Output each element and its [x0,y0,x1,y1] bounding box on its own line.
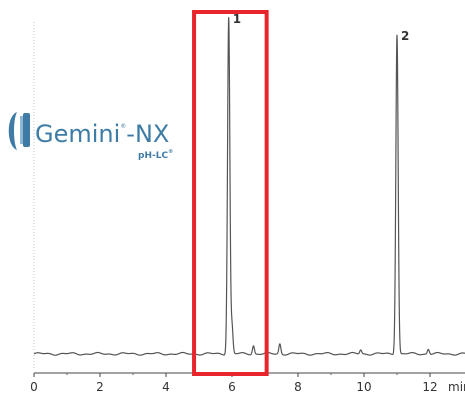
logo-subtitle: pH-LC [138,151,168,161]
logo-suffix: -NX [126,120,169,148]
x-tick-label: 10 [356,380,371,394]
x-tick-label: 4 [162,380,170,394]
x-tick-label: 0 [30,380,38,394]
peak-labels: 12 [233,12,410,43]
gemini-nx-logo: Gemini®-NX pH-LC® [8,112,173,161]
x-tick-label: 8 [294,380,302,394]
x-tick-label: 2 [96,380,104,394]
logo-name: Gemini [35,120,120,148]
x-tick-label: 12 [422,380,437,394]
svg-text:Gemini®-NX: Gemini®-NX [35,120,169,148]
x-tick-label: 6 [228,380,236,394]
x-axis-ticks: 0 2 4 6 8 10 12 min [30,373,465,394]
x-axis-unit-label: min [448,380,465,394]
logo-sup: ® [120,123,126,130]
logo-subtitle-mark: ® [168,149,173,155]
logo-mark-icon [8,112,30,150]
svg-text:pH-LC®: pH-LC® [138,149,173,161]
peak-label: 1 [233,12,241,26]
chromatogram-trace [33,17,465,356]
trace-group [33,17,465,356]
highlight-box [192,10,269,376]
peak-label: 2 [401,29,409,43]
